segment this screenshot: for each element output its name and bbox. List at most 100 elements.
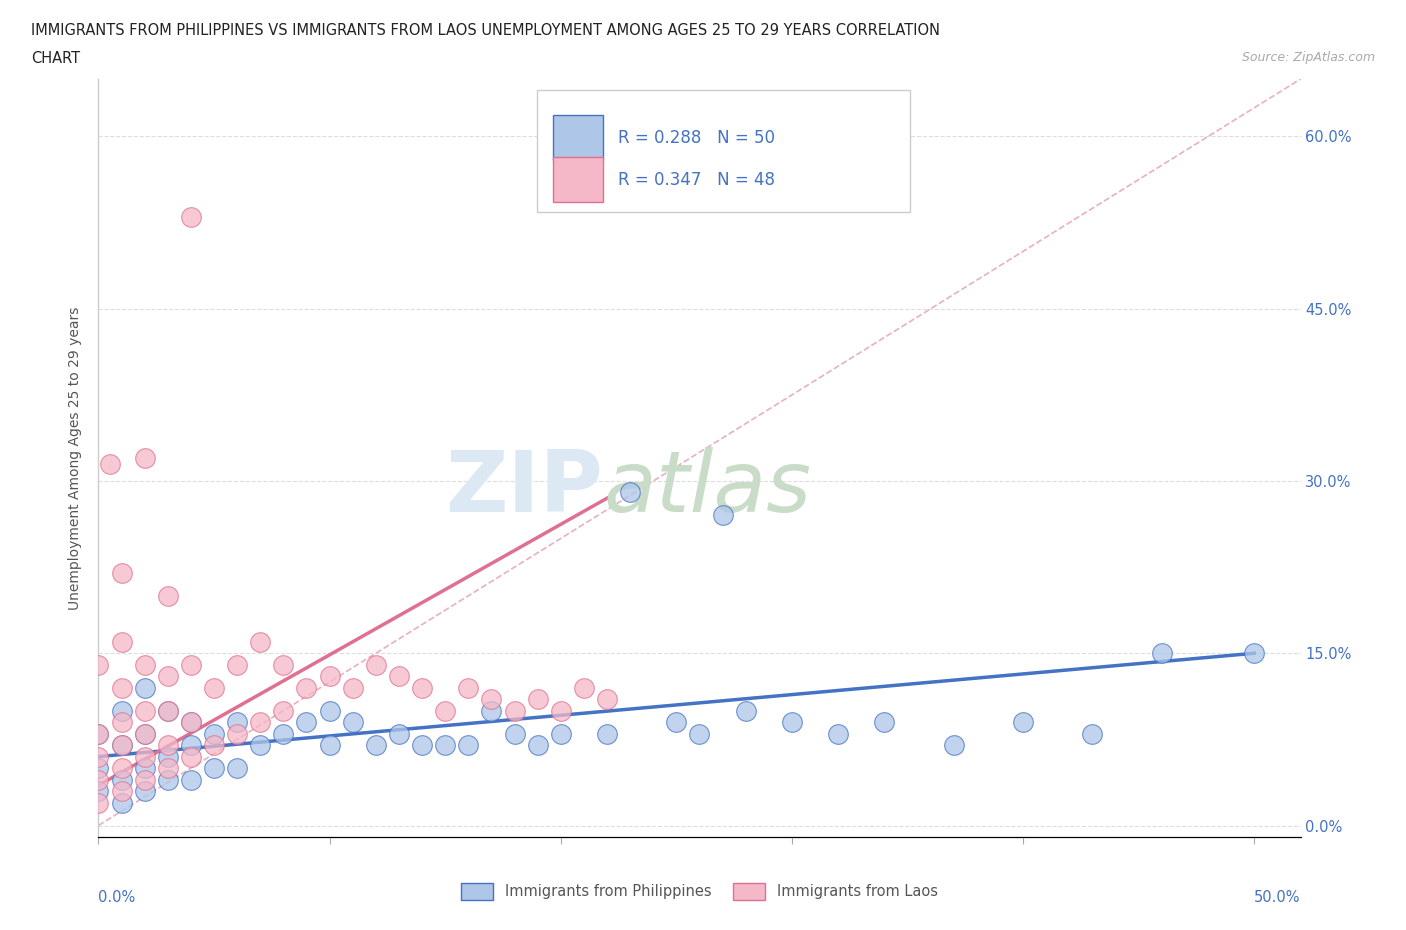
Point: [526, 737, 548, 752]
Point: [134, 726, 156, 741]
Point: [434, 737, 457, 752]
Point: [434, 703, 457, 718]
FancyBboxPatch shape: [553, 157, 603, 202]
Point: [110, 565, 132, 580]
Y-axis label: Unemployment Among Ages 25 to 29 years: Unemployment Among Ages 25 to 29 years: [69, 306, 83, 610]
Point: [87, 658, 110, 672]
Point: [619, 485, 641, 500]
Point: [273, 726, 295, 741]
Text: Source: ZipAtlas.com: Source: ZipAtlas.com: [1241, 51, 1375, 64]
Point: [110, 784, 132, 799]
Point: [318, 703, 340, 718]
Point: [156, 737, 179, 752]
Point: [688, 726, 710, 741]
Point: [711, 508, 734, 523]
Text: R = 0.347   N = 48: R = 0.347 N = 48: [617, 171, 775, 189]
Point: [226, 726, 249, 741]
FancyBboxPatch shape: [553, 115, 603, 160]
Point: [87, 726, 110, 741]
FancyBboxPatch shape: [537, 90, 910, 212]
Point: [572, 680, 595, 695]
Point: [1150, 645, 1173, 660]
Point: [481, 703, 503, 718]
Point: [526, 692, 548, 707]
Text: 50.0%: 50.0%: [1254, 890, 1301, 905]
Point: [1243, 645, 1265, 660]
Point: [457, 680, 479, 695]
Point: [1012, 715, 1035, 730]
Point: [295, 715, 318, 730]
Point: [180, 737, 202, 752]
Point: [134, 784, 156, 799]
Point: [110, 703, 132, 718]
Point: [110, 634, 132, 649]
Point: [873, 715, 896, 730]
Point: [1081, 726, 1104, 741]
Point: [180, 658, 202, 672]
Point: [134, 772, 156, 787]
Point: [156, 761, 179, 776]
Point: [249, 737, 271, 752]
Point: [364, 737, 387, 752]
Point: [202, 726, 225, 741]
Point: [110, 737, 132, 752]
Point: [134, 451, 156, 466]
Text: 0.0%: 0.0%: [98, 890, 135, 905]
Point: [180, 750, 202, 764]
Point: [156, 772, 179, 787]
Point: [780, 715, 803, 730]
Point: [342, 715, 364, 730]
Point: [134, 761, 156, 776]
Point: [134, 680, 156, 695]
Point: [180, 715, 202, 730]
Point: [156, 703, 179, 718]
Point: [180, 772, 202, 787]
Point: [156, 589, 179, 604]
Point: [226, 715, 249, 730]
Point: [226, 658, 249, 672]
Point: [364, 658, 387, 672]
Point: [134, 658, 156, 672]
Point: [457, 737, 479, 752]
Point: [87, 750, 110, 764]
Point: [202, 737, 225, 752]
Point: [665, 715, 688, 730]
Point: [550, 703, 572, 718]
Point: [411, 680, 433, 695]
Point: [110, 795, 132, 810]
Point: [87, 772, 110, 787]
Point: [110, 772, 132, 787]
Point: [156, 669, 179, 684]
Point: [734, 703, 756, 718]
Point: [273, 703, 295, 718]
Point: [249, 715, 271, 730]
Point: [481, 692, 503, 707]
Point: [110, 680, 132, 695]
Point: [87, 795, 110, 810]
Point: [202, 761, 225, 776]
Point: [156, 750, 179, 764]
Point: [596, 726, 619, 741]
Point: [87, 726, 110, 741]
Point: [180, 715, 202, 730]
Text: atlas: atlas: [603, 446, 811, 530]
Point: [388, 669, 411, 684]
Point: [249, 634, 271, 649]
Point: [503, 703, 526, 718]
Point: [226, 761, 249, 776]
Point: [110, 761, 132, 776]
Point: [87, 784, 110, 799]
Point: [273, 658, 295, 672]
Point: [134, 750, 156, 764]
Text: CHART: CHART: [31, 51, 80, 66]
Legend: Immigrants from Philippines, Immigrants from Laos: Immigrants from Philippines, Immigrants …: [456, 877, 943, 906]
Point: [596, 692, 619, 707]
Point: [827, 726, 849, 741]
Text: IMMIGRANTS FROM PHILIPPINES VS IMMIGRANTS FROM LAOS UNEMPLOYMENT AMONG AGES 25 T: IMMIGRANTS FROM PHILIPPINES VS IMMIGRANT…: [31, 23, 941, 38]
Point: [295, 680, 318, 695]
Point: [318, 737, 340, 752]
Point: [134, 726, 156, 741]
Point: [342, 680, 364, 695]
Point: [550, 726, 572, 741]
Point: [388, 726, 411, 741]
